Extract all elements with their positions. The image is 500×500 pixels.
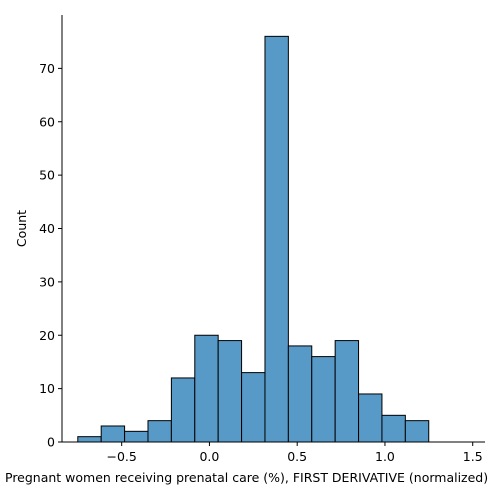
histogram-bar	[195, 335, 218, 442]
histogram-bar	[101, 426, 124, 442]
histogram-bar	[359, 394, 382, 442]
histogram-bar	[242, 373, 265, 442]
x-tick-label: 1.0	[375, 449, 395, 464]
x-tick-label: −0.5	[106, 449, 136, 464]
y-tick-label: 0	[47, 435, 55, 450]
histogram-bar	[148, 421, 171, 442]
histogram-bar	[125, 431, 148, 442]
histogram-bar	[288, 346, 311, 442]
histogram-bar	[171, 378, 194, 442]
y-tick-label: 10	[39, 381, 55, 396]
y-tick-label: 20	[39, 328, 55, 343]
x-axis-label: Pregnant women receiving prenatal care (…	[5, 470, 488, 485]
histogram-bar	[218, 341, 241, 442]
histogram-bar	[78, 437, 101, 442]
histogram-bar	[335, 341, 358, 442]
histogram-bars	[78, 36, 429, 442]
y-ticks: 0 10 20 30 40 50 60 70	[39, 61, 62, 450]
y-axis-label: Count	[14, 210, 29, 247]
y-tick-label: 40	[39, 221, 55, 236]
histogram-bar	[405, 421, 428, 442]
x-tick-label: 1.5	[463, 449, 483, 464]
y-tick-label: 30	[39, 274, 55, 289]
histogram-bar	[312, 357, 335, 442]
y-tick-label: 70	[39, 61, 55, 76]
x-tick-label: 0.5	[287, 449, 307, 464]
x-ticks: −0.5 0.0 0.5 1.0 1.5	[106, 442, 482, 464]
y-tick-label: 50	[39, 168, 55, 183]
x-tick-label: 0.0	[199, 449, 219, 464]
histogram-bar	[265, 36, 288, 442]
histogram-bar	[382, 415, 405, 442]
y-tick-label: 60	[39, 114, 55, 129]
